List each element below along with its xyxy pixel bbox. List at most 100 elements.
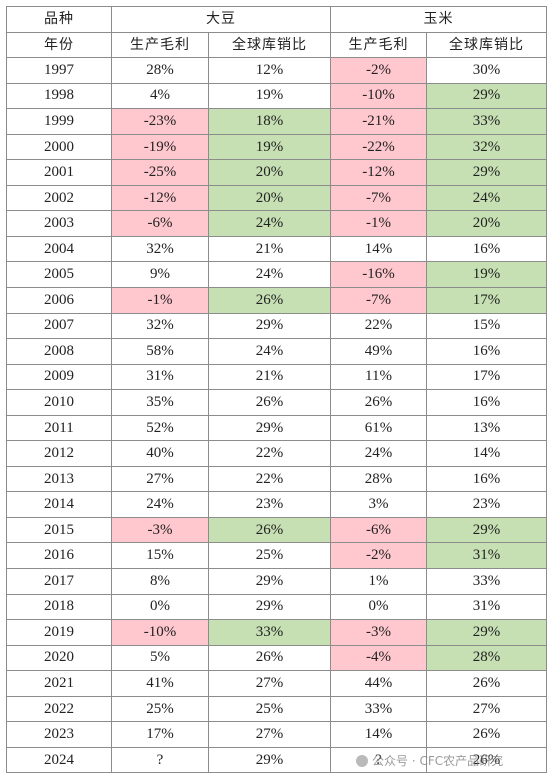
soy-margin-cell: -25% [111,159,209,186]
table-row: 2003 -6% 24% -1% 20% [6,210,547,237]
table-row: 1999 -23% 18% -21% 33% [6,108,547,135]
table-row: 2004 32% 21% 14% 16% [6,235,547,263]
header-row-commodity: 品种 大豆 玉米 [6,6,547,33]
soy-margin-cell: -6% [111,210,209,237]
corn-ratio-cell: 29% [426,619,547,646]
corn-margin-cell: -7% [330,184,427,212]
corn-ratio-cell: 27% [426,695,547,723]
year-cell: 2009 [6,363,112,391]
soy-margin-cell: ? [111,746,209,774]
table-row: 2021 41% 27% 44% 26% [6,670,547,697]
table-row: 2024? 29%? 26% [6,746,547,774]
soy-margin-cell: 8% [111,568,209,595]
year-cell: 2003 [6,210,112,237]
header-corn-ratio: 全球库销比 [426,31,547,59]
year-cell: 2024 [6,746,112,774]
soy-ratio-cell: 29% [208,568,331,595]
corn-margin-cell: 0% [330,593,427,621]
table-row: 2022 25% 25% 33% 27% [6,695,547,723]
table-row: 2014 24% 23% 3% 23% [6,491,547,518]
year-cell: 2007 [6,312,112,340]
year-cell: 2004 [6,235,112,263]
soy-ratio-cell: 12% [208,57,331,84]
corn-margin-cell: -16% [330,261,427,289]
corn-margin-cell: 44% [330,670,427,697]
table-row: 2019 -10% 33% -3% 29% [6,619,547,646]
table-row: 2010 35% 26% 26% 16% [6,389,547,416]
year-cell: 1998 [6,82,112,110]
soy-margin-cell: 0% [111,593,209,621]
corn-margin-cell: -3% [330,619,427,646]
header-commodity-label: 品种 [6,6,112,33]
soy-margin-cell: 31% [111,363,209,391]
soy-ratio-cell: 26% [208,287,331,314]
soy-margin-cell: 32% [111,312,209,340]
year-cell: 2001 [6,159,112,186]
soy-margin-cell: 4% [111,82,209,110]
table-row: 2000 -19% 19% -22% 32% [6,133,547,161]
corn-ratio-cell: 19% [426,261,547,289]
soy-margin-cell: 32% [111,235,209,263]
table-row: 2008 58% 24% 49% 16% [6,338,547,365]
soy-ratio-cell: 26% [208,644,331,672]
soy-ratio-cell: 22% [208,465,331,493]
corn-ratio-cell: 16% [426,235,547,263]
soy-ratio-cell: 33% [208,619,331,646]
soy-margin-cell: 58% [111,338,209,365]
soy-margin-cell: 40% [111,440,209,467]
soy-ratio-cell: 21% [208,363,331,391]
soy-ratio-cell: 22% [208,440,331,467]
soy-margin-cell: -3% [111,516,209,544]
corn-margin-cell: 14% [330,721,427,748]
corn-margin-cell: -4% [330,644,427,672]
corn-margin-cell: 1% [330,568,427,595]
corn-margin-cell: 49% [330,338,427,365]
corn-margin-cell: -6% [330,516,427,544]
soy-ratio-cell: 26% [208,516,331,544]
soy-margin-cell: 28% [111,57,209,84]
header-soybean: 大豆 [111,6,331,33]
corn-ratio-cell: 23% [426,491,547,518]
corn-ratio-cell: 29% [426,159,547,186]
year-cell: 2000 [6,133,112,161]
soy-margin-cell: 17% [111,721,209,748]
table-row: 2017 8% 29% 1% 33% [6,568,547,595]
header-corn: 玉米 [330,6,547,33]
corn-ratio-cell: 24% [426,184,547,212]
year-cell: 2012 [6,440,112,467]
table-row: 2013 27% 22% 28% 16% [6,465,547,493]
soy-margin-cell: 24% [111,491,209,518]
corn-margin-cell: -2% [330,57,427,84]
corn-margin-cell: 24% [330,440,427,467]
soy-ratio-cell: 29% [208,414,331,442]
header-soy-margin: 生产毛利 [111,31,209,59]
corn-margin-cell: 33% [330,695,427,723]
table-row: 2002 -12% 20% -7% 24% [6,184,547,212]
corn-margin-cell: 26% [330,389,427,416]
soy-margin-cell: 5% [111,644,209,672]
corn-margin-cell: 14% [330,235,427,263]
corn-margin-cell: 61% [330,414,427,442]
corn-ratio-cell: 29% [426,82,547,110]
header-corn-margin: 生产毛利 [330,31,427,59]
table-row: 2001 -25% 20% -12% 29% [6,159,547,186]
soy-margin-cell: -10% [111,619,209,646]
soy-margin-cell: 52% [111,414,209,442]
soy-margin-cell: -23% [111,108,209,135]
table-row: 2011 52% 29% 61% 13% [6,414,547,442]
soy-ratio-cell: 19% [208,133,331,161]
corn-margin-cell: 22% [330,312,427,340]
corn-margin-cell: -1% [330,210,427,237]
corn-ratio-cell: 26% [426,746,547,774]
corn-ratio-cell: 16% [426,389,547,416]
corn-ratio-cell: 20% [426,210,547,237]
soy-ratio-cell: 24% [208,338,331,365]
year-cell: 2014 [6,491,112,518]
corn-ratio-cell: 31% [426,593,547,621]
year-cell: 2010 [6,389,112,416]
year-cell: 1997 [6,57,112,84]
soy-ratio-cell: 24% [208,210,331,237]
corn-margin-cell: -21% [330,108,427,135]
corn-margin-cell: -7% [330,287,427,314]
corn-margin-cell: -10% [330,82,427,110]
